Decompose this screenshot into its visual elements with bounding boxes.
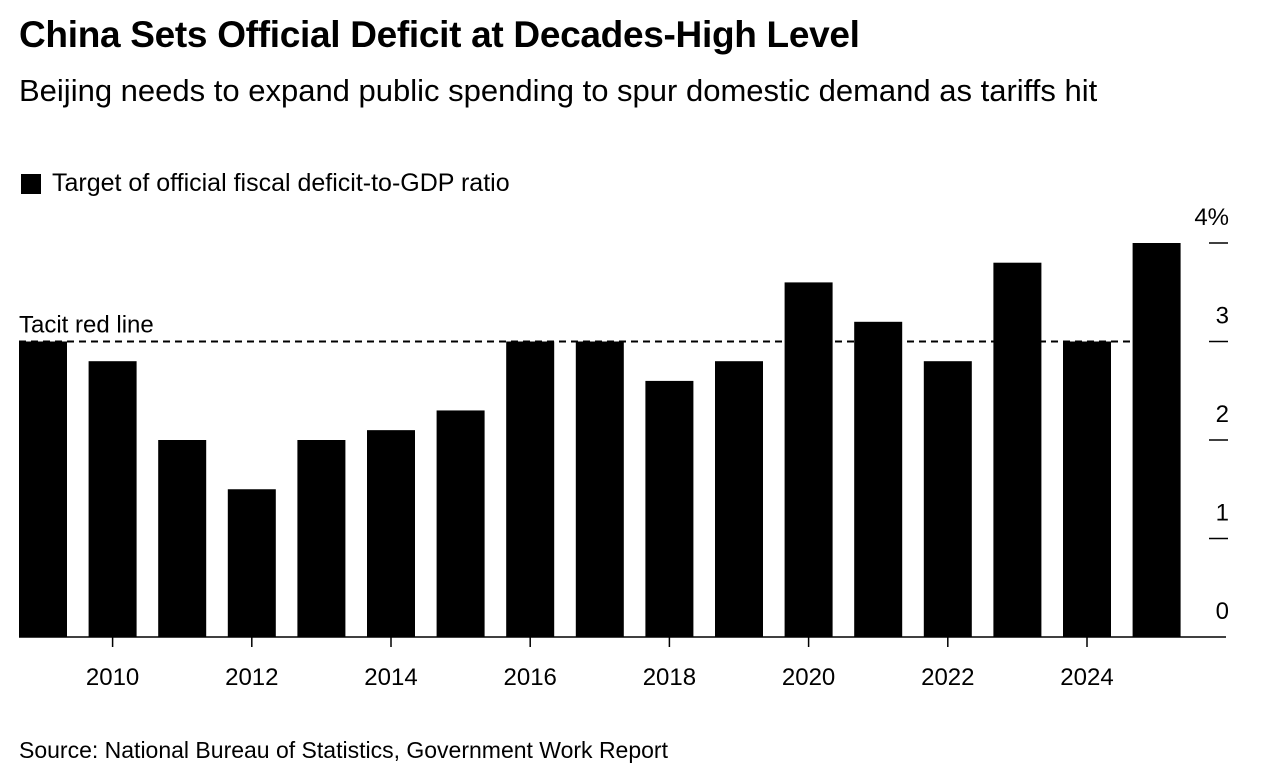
y-tick-label-4: 4% (1194, 204, 1229, 231)
x-tick-label-2020: 2020 (782, 664, 835, 691)
y-tick-label-2: 2 (1216, 401, 1229, 428)
bar-2013 (297, 440, 346, 637)
bar-2020 (784, 282, 833, 637)
x-tick-label-2014: 2014 (364, 664, 417, 691)
reference-line-label: Tacit red line (19, 312, 154, 339)
y-axis-ticks: 0 1 2 3 4% (1194, 204, 1229, 625)
bar-2022 (923, 361, 972, 637)
chart-subtitle: Beijing needs to expand public spending … (19, 73, 1098, 108)
x-tick-label-2022: 2022 (921, 664, 974, 691)
x-tick-label-2010: 2010 (86, 664, 139, 691)
bars-group (19, 243, 1181, 637)
legend-label: Target of official fiscal deficit-to-GDP… (52, 169, 510, 197)
x-tick-label-2016: 2016 (504, 664, 557, 691)
bar-2012 (227, 489, 276, 637)
bar-2016 (506, 341, 555, 637)
x-tick-label-2024: 2024 (1060, 664, 1113, 691)
bar-2014 (367, 430, 415, 637)
y-tick-label-1: 1 (1216, 500, 1229, 527)
bar-2009 (19, 341, 67, 637)
source-note: Source: National Bureau of Statistics, G… (19, 737, 668, 763)
bar-chart: 2010 2012 2014 2016 2018 2020 2022 2024 01234% … (19, 204, 1229, 691)
bar-2024 (1063, 341, 1111, 637)
x-axis-ticks: 2010 2012 2014 2016 2018 2020 2022 2024 (86, 637, 1114, 691)
bar-2011 (158, 440, 207, 637)
x-tick-label-2012: 2012 (225, 664, 278, 691)
legend: Target of official fiscal deficit-to-GDP… (21, 169, 510, 198)
bar-2017 (575, 341, 624, 637)
legend-swatch (21, 173, 41, 194)
bar-2025 (1132, 243, 1181, 637)
chart-title: China Sets Official Deficit at Decades-H… (19, 14, 860, 55)
y-tick-label-3: 3 (1216, 303, 1229, 330)
bar-2015 (436, 410, 485, 637)
bar-2019 (715, 361, 763, 637)
y-tick-label-0: 0 (1216, 598, 1229, 625)
bar-2010 (88, 361, 137, 637)
bar-2018 (645, 380, 694, 637)
x-tick-label-2018: 2018 (643, 664, 696, 691)
bar-2023 (993, 262, 1042, 637)
bar-2021 (854, 321, 903, 637)
